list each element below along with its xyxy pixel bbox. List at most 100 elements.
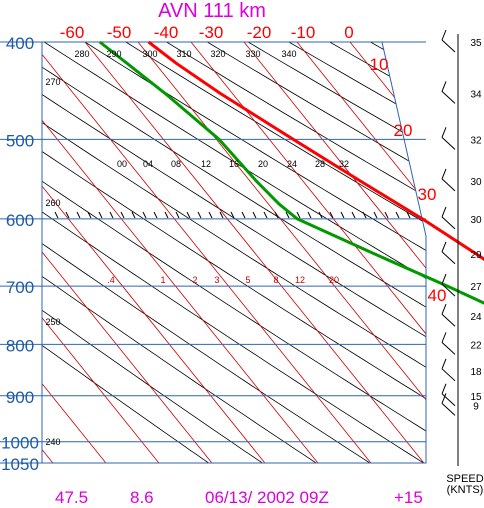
hatch-mark	[175, 211, 180, 219]
wind-barb	[441, 178, 456, 192]
isotherm-line	[42, 42, 319, 463]
wind-barb	[441, 283, 456, 297]
temperature-skew-label: 20	[394, 121, 413, 140]
wind-speed-label: 34	[470, 89, 482, 100]
pressure-label: 600	[6, 211, 34, 230]
wind-barb-flag	[441, 273, 447, 285]
hatch-mark	[230, 211, 235, 219]
hatch-mark	[351, 211, 356, 219]
wind-speed-label: 24	[470, 312, 482, 323]
wind-speed-label: 15	[470, 392, 482, 403]
theta-e-label: 08	[171, 159, 181, 169]
dry-adiabat-line	[166, 42, 426, 463]
hatch-mark	[274, 211, 279, 219]
wind-barb	[441, 91, 456, 104]
dry-adiabat-line	[42, 42, 209, 463]
temperature-skew-label: 10	[370, 55, 389, 74]
dry-adiabat-line	[42, 42, 426, 463]
speed-label-line1: SPEED	[446, 473, 483, 485]
dry-adiabat-line	[42, 42, 371, 463]
dry-adiabat-line	[42, 42, 424, 463]
hatch-mark	[109, 211, 114, 219]
theta-label: 330	[245, 49, 260, 59]
hatch-mark	[340, 211, 345, 219]
footer-forecast: +15	[394, 488, 423, 507]
temperature-top-label: -40	[154, 23, 179, 42]
wind-speed-label: 29	[470, 250, 482, 261]
wind-speed-label: 30	[470, 177, 482, 188]
isotherm-line	[42, 42, 160, 463]
hatch-mark	[186, 211, 191, 219]
hatch-mark	[208, 211, 213, 219]
hatch-mark	[362, 211, 367, 219]
dry-adiabat-line	[370, 42, 426, 463]
wind-speed-label: 30	[470, 215, 482, 226]
wind-barb	[441, 251, 456, 265]
isotherm-line	[296, 42, 426, 463]
wind-barb-flag	[441, 393, 447, 404]
hatch-mark	[197, 211, 202, 219]
mixing-ratio-label: 1	[160, 275, 165, 285]
dry-adiabat-line	[42, 42, 426, 463]
hatch-mark	[384, 211, 389, 219]
theta-label: 310	[176, 49, 191, 59]
mixing-ratio-label: 8	[273, 275, 278, 285]
hatch-mark	[252, 211, 257, 219]
wind-barb	[441, 39, 456, 53]
temperature-top-label: -10	[291, 23, 316, 42]
temperature-top-label: 0	[344, 23, 353, 42]
wind-barb-flag	[441, 168, 447, 180]
hatch-mark	[219, 211, 224, 219]
temperature-top-label: -60	[60, 23, 85, 42]
wind-barb-flag	[441, 383, 447, 394]
isotherm-line	[190, 42, 426, 463]
hatch-mark	[406, 211, 411, 219]
hatch-mark	[318, 211, 323, 219]
theta-label: 260	[45, 198, 60, 208]
hatch-mark	[263, 211, 268, 219]
dry-adiabat-line	[42, 42, 317, 463]
hatch-mark	[164, 211, 169, 219]
temperature-skew-label: 40	[428, 286, 447, 305]
theta-label: 290	[106, 49, 121, 59]
pressure-label: 700	[6, 278, 34, 297]
theta-label: 280	[74, 49, 89, 59]
isotherm-line	[42, 42, 372, 463]
theta-label: 240	[45, 437, 60, 447]
pressure-label: 400	[6, 34, 34, 53]
footer-lat: 47.5	[55, 488, 88, 507]
wind-barb	[441, 136, 456, 150]
wind-speed-label: 27	[470, 282, 482, 293]
hatch-mark	[120, 211, 125, 219]
isotherm-line	[243, 42, 426, 463]
isotherm-line	[137, 42, 426, 463]
mixing-ratio-label: 20	[329, 275, 339, 285]
theta-e-label: 28	[315, 159, 325, 169]
hatch-mark	[373, 211, 378, 219]
theta-e-label: 24	[287, 159, 297, 169]
wind-column	[441, 29, 459, 466]
temperature-profile-line	[147, 40, 484, 262]
wind-barb	[441, 342, 456, 355]
dry-adiabat-line	[125, 42, 426, 463]
wind-speed-label: 22	[470, 340, 482, 351]
hatch-mark	[285, 211, 290, 219]
temperature-skew-label: 30	[418, 185, 437, 204]
theta-label: 340	[281, 49, 296, 59]
chart-title: AVN 111 km	[158, 0, 266, 22]
pressure-label: 900	[6, 388, 34, 407]
wind-barb-flag	[441, 81, 447, 92]
hatch-mark	[142, 211, 147, 219]
wind-barb	[441, 368, 456, 382]
dry-adiabat-line	[207, 42, 426, 463]
isotherm-line	[42, 42, 107, 463]
theta-e-label: 32	[339, 159, 349, 169]
hatch-mark	[329, 211, 334, 219]
isotherm-line	[84, 42, 425, 463]
theta-e-label: 04	[143, 159, 153, 169]
wind-barb	[441, 216, 456, 230]
pressure-label: 1050	[1, 455, 39, 474]
wind-barb	[441, 402, 456, 416]
wind-speed-label: 9	[473, 401, 479, 412]
